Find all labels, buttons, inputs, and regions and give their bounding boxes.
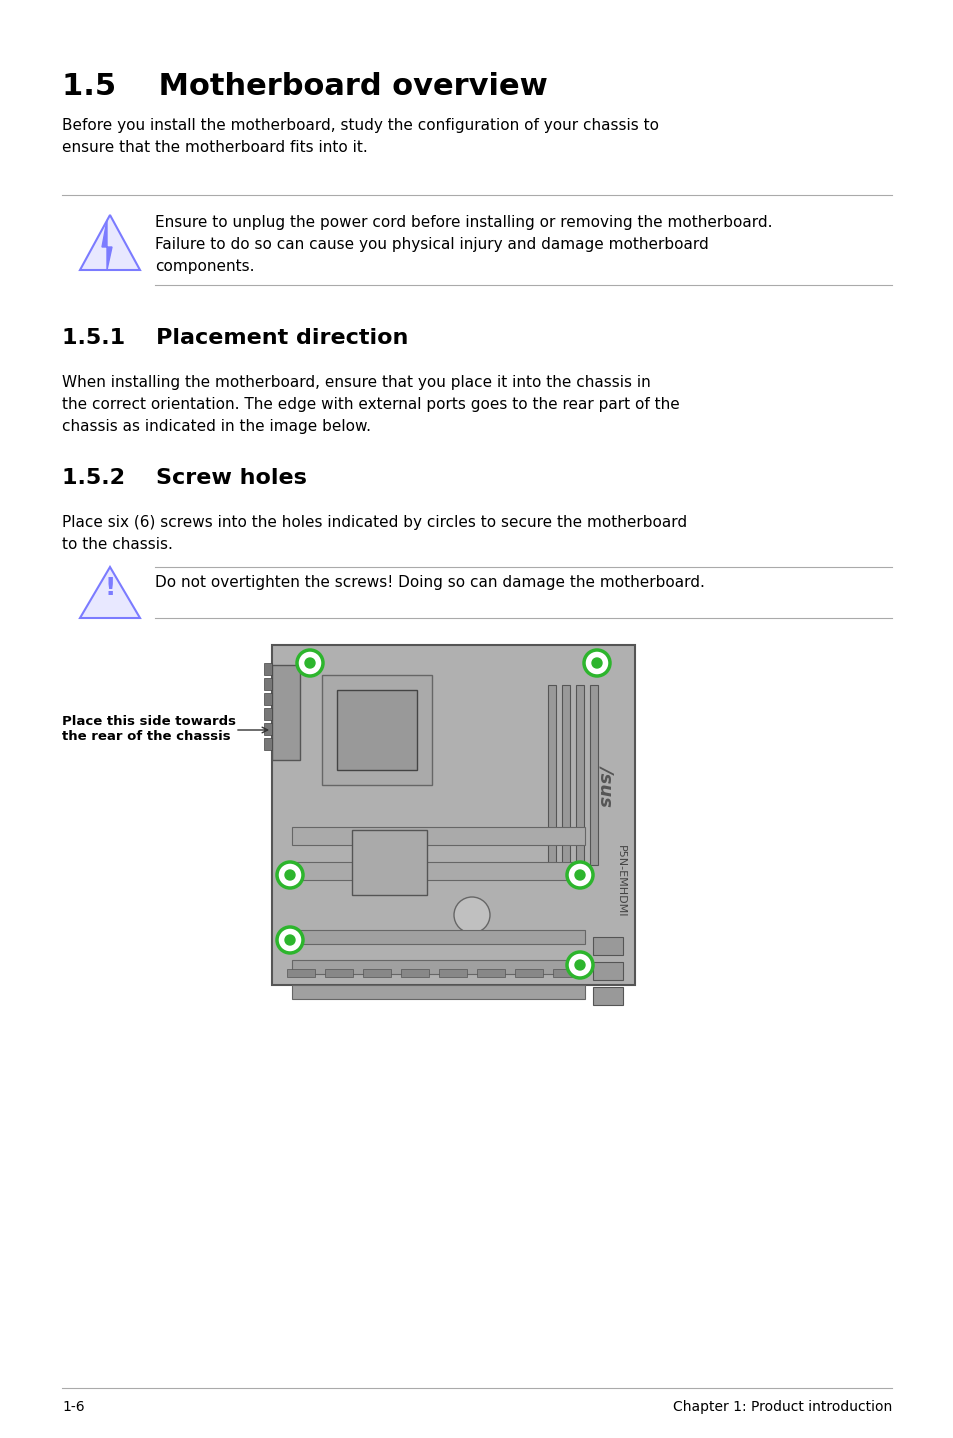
Circle shape	[583, 650, 609, 676]
FancyBboxPatch shape	[400, 969, 429, 976]
Circle shape	[285, 935, 294, 945]
FancyBboxPatch shape	[264, 677, 272, 690]
Circle shape	[566, 861, 593, 889]
FancyBboxPatch shape	[272, 664, 299, 761]
FancyBboxPatch shape	[272, 646, 635, 985]
FancyBboxPatch shape	[553, 969, 580, 976]
Circle shape	[575, 961, 584, 971]
FancyBboxPatch shape	[476, 969, 504, 976]
Text: Before you install the motherboard, study the configuration of your chassis to
e: Before you install the motherboard, stud…	[62, 118, 659, 155]
FancyBboxPatch shape	[292, 827, 584, 846]
Text: Chapter 1: Product introduction: Chapter 1: Product introduction	[672, 1401, 891, 1414]
Circle shape	[285, 870, 294, 880]
FancyBboxPatch shape	[322, 674, 432, 785]
FancyBboxPatch shape	[515, 969, 542, 976]
FancyBboxPatch shape	[264, 693, 272, 705]
Polygon shape	[102, 220, 112, 270]
Text: /sus: /sus	[598, 765, 616, 807]
Circle shape	[305, 659, 314, 669]
FancyBboxPatch shape	[264, 707, 272, 720]
Circle shape	[592, 659, 601, 669]
FancyBboxPatch shape	[292, 985, 584, 999]
Circle shape	[575, 870, 584, 880]
FancyBboxPatch shape	[292, 861, 584, 880]
FancyBboxPatch shape	[363, 969, 391, 976]
FancyBboxPatch shape	[264, 738, 272, 751]
Text: 1.5.1    Placement direction: 1.5.1 Placement direction	[62, 328, 408, 348]
FancyBboxPatch shape	[593, 962, 622, 981]
FancyBboxPatch shape	[438, 969, 467, 976]
FancyBboxPatch shape	[264, 723, 272, 735]
FancyBboxPatch shape	[576, 684, 583, 866]
Polygon shape	[80, 567, 140, 618]
Text: 1-6: 1-6	[62, 1401, 85, 1414]
FancyBboxPatch shape	[336, 690, 416, 769]
FancyBboxPatch shape	[352, 830, 427, 894]
FancyBboxPatch shape	[292, 961, 584, 974]
Circle shape	[276, 928, 303, 953]
FancyBboxPatch shape	[561, 684, 569, 866]
Text: Place six (6) screws into the holes indicated by circles to secure the motherboa: Place six (6) screws into the holes indi…	[62, 515, 686, 552]
FancyBboxPatch shape	[325, 969, 353, 976]
FancyBboxPatch shape	[292, 930, 584, 943]
Text: 1.5    Motherboard overview: 1.5 Motherboard overview	[62, 72, 547, 101]
Text: !: !	[104, 577, 115, 600]
Polygon shape	[80, 216, 140, 270]
Text: P5N-EMHDMI: P5N-EMHDMI	[616, 846, 625, 917]
Circle shape	[276, 861, 303, 889]
FancyBboxPatch shape	[593, 938, 622, 955]
Text: Ensure to unplug the power cord before installing or removing the motherboard.
F: Ensure to unplug the power cord before i…	[154, 216, 772, 275]
FancyBboxPatch shape	[547, 684, 556, 866]
FancyBboxPatch shape	[287, 969, 314, 976]
Text: 1.5.2    Screw holes: 1.5.2 Screw holes	[62, 467, 307, 487]
FancyBboxPatch shape	[264, 663, 272, 674]
Text: When installing the motherboard, ensure that you place it into the chassis in
th: When installing the motherboard, ensure …	[62, 375, 679, 434]
Text: Place this side towards
the rear of the chassis: Place this side towards the rear of the …	[62, 715, 235, 743]
Circle shape	[566, 952, 593, 978]
Circle shape	[296, 650, 323, 676]
Text: Do not overtighten the screws! Doing so can damage the motherboard.: Do not overtighten the screws! Doing so …	[154, 575, 704, 590]
Circle shape	[454, 897, 490, 933]
FancyBboxPatch shape	[589, 684, 598, 866]
FancyBboxPatch shape	[593, 986, 622, 1005]
